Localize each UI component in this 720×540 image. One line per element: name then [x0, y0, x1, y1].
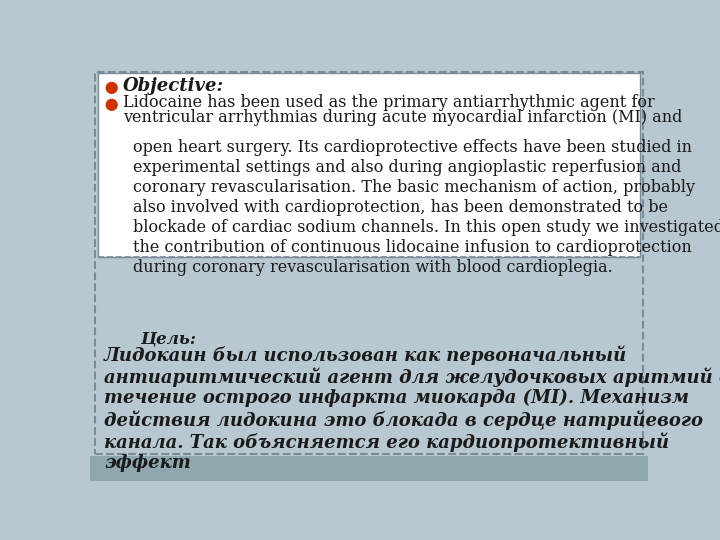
Text: эффект: эффект — [104, 454, 191, 471]
FancyBboxPatch shape — [98, 72, 640, 257]
Text: Objective:: Objective: — [122, 77, 224, 94]
Circle shape — [107, 83, 117, 93]
Text: канала. Так объясняется его кардиопротективный: канала. Так объясняется его кардиопротек… — [104, 432, 669, 451]
Text: open heart surgery. Its cardioprotective effects have been studied in: open heart surgery. Its cardioprotective… — [132, 139, 692, 156]
Text: .: . — [139, 454, 145, 471]
FancyBboxPatch shape — [90, 456, 648, 481]
Text: антиаритмический агент для желудочковых аритмий в: антиаритмический агент для желудочковых … — [104, 367, 720, 387]
Text: coronary revascularisation. The basic mechanism of action, probably: coronary revascularisation. The basic me… — [132, 179, 695, 196]
Text: течение острого инфаркта миокарда (MI). Механизм: течение острого инфаркта миокарда (MI). … — [104, 389, 689, 407]
Text: Lidocaine has been used as the primary antiarrhythmic agent for: Lidocaine has been used as the primary a… — [122, 94, 654, 111]
Text: Лидокаин был использован как первоначальный: Лидокаин был использован как первоначаль… — [104, 346, 627, 366]
Text: experimental settings and also during angioplastic reperfusion and: experimental settings and also during an… — [132, 159, 681, 176]
Text: действия лидокина это блокада в сердце натрийевого: действия лидокина это блокада в сердце н… — [104, 410, 703, 430]
Text: also involved with cardioprotection, has been demonstrated to be: also involved with cardioprotection, has… — [132, 199, 667, 216]
Text: Цель:: Цель: — [140, 330, 197, 347]
Text: ventricular arrhythmias during acute myocardial infarction (MI) and: ventricular arrhythmias during acute myo… — [122, 110, 682, 126]
Text: during coronary revascularisation with blood cardioplegia.: during coronary revascularisation with b… — [132, 259, 613, 276]
Circle shape — [107, 99, 117, 110]
Text: blockade of cardiac sodium channels. In this open study we investigated: blockade of cardiac sodium channels. In … — [132, 219, 720, 236]
Text: the contribution of continuous lidocaine infusion to cardioprotection: the contribution of continuous lidocaine… — [132, 239, 691, 256]
